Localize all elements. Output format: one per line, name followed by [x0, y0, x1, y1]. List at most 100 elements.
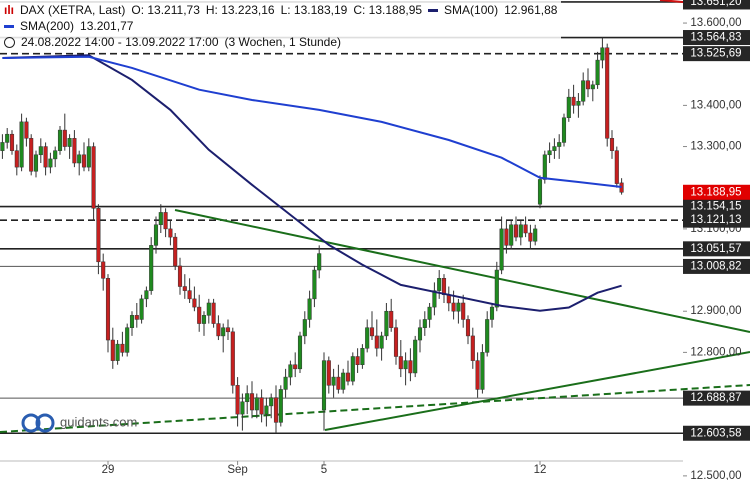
candle-body: [585, 80, 591, 90]
candle-body: [470, 335, 475, 361]
candle-body: [230, 331, 235, 386]
candle-body: [475, 360, 480, 390]
legend-swatch: [428, 8, 439, 12]
legend-swatch: [4, 24, 14, 28]
candle-body: [14, 150, 19, 168]
logo: guidants.com: [21, 413, 137, 433]
candle-body: [461, 302, 466, 320]
candle-body: [211, 302, 216, 324]
candle-body: [105, 278, 111, 341]
candle-body: [360, 348, 365, 365]
candle-body: [432, 290, 437, 308]
legend-value: 13.201,77: [80, 19, 134, 33]
candle-body: [33, 154, 39, 172]
candle-body: [235, 385, 240, 415]
level-label: 13.154,15: [690, 201, 741, 213]
y-tick-label: 13.600,00: [690, 17, 741, 29]
candle-body: [331, 376, 336, 386]
trend-line: [0, 384, 750, 433]
level-label-box: [683, 258, 750, 274]
candle-body: [571, 96, 576, 106]
candle-body: [326, 360, 331, 386]
legend-row: ılı DAX (XETRA, Last) O: 13.211,73 H: 13…: [4, 2, 557, 18]
sma-line: [2, 55, 622, 188]
candle-body: [528, 232, 533, 242]
level-label-box: [683, 46, 750, 62]
candle-body: [110, 339, 115, 361]
candle-body: [81, 154, 87, 168]
candle-body: [254, 397, 259, 411]
candle-body: [557, 142, 562, 147]
candle-body: [201, 315, 207, 324]
candle-body: [96, 208, 101, 263]
candle-body: [77, 154, 82, 164]
level-label: 12.603,58: [690, 427, 741, 439]
ohlc: C: 13.188,95: [353, 3, 423, 17]
candle-body: [302, 319, 307, 337]
period-note: (3 Wochen, 1 Stunde): [224, 35, 342, 49]
candle-body: [38, 146, 43, 156]
sma-line: [2, 54, 622, 312]
candle-body: [345, 372, 351, 382]
candle-body: [499, 228, 504, 271]
level-label: 13.121,13: [690, 214, 741, 226]
level-label: 13.008,82: [690, 260, 741, 272]
candle-body: [163, 212, 168, 230]
trend-line: [174, 209, 750, 333]
level-label-box: [683, 390, 750, 406]
candle-body: [278, 389, 283, 423]
candle-body: [485, 319, 490, 353]
candle-body: [561, 117, 567, 143]
candle-body: [134, 315, 139, 320]
level-label-box: [683, 199, 750, 215]
candle-body: [518, 224, 523, 238]
candle-body: [489, 306, 495, 320]
candle-body: [259, 397, 264, 415]
candle-body: [72, 138, 77, 164]
level-label-box: [683, 30, 750, 46]
logo-icon: [35, 413, 55, 433]
level-label: 12.688,87: [690, 392, 741, 404]
candle-body: [216, 323, 221, 337]
candle-body: [149, 245, 154, 291]
candle-body: [389, 310, 394, 328]
candle-body: [197, 306, 202, 324]
y-tick-label: 12.900,00: [690, 305, 741, 317]
legend-row: SMA(200) 13.201,77: [4, 18, 557, 34]
candle-body: [533, 228, 538, 242]
x-tick-label: 5: [321, 464, 327, 476]
trend-line: [324, 351, 750, 431]
candle-body: [129, 315, 135, 328]
candle-body: [605, 47, 610, 139]
y-tick-label: 12.800,00: [690, 346, 741, 358]
candle-body: [43, 146, 48, 168]
ohlc: H: 13.223,16: [205, 3, 275, 17]
candle-body: [542, 154, 547, 180]
level-label-box: [683, 241, 750, 257]
candle-body: [437, 278, 442, 291]
level-label-box: [683, 212, 750, 228]
candle-body: [417, 327, 423, 341]
y-tick-label: 13.300,00: [690, 141, 741, 153]
y-tick-label: 12.500,00: [690, 470, 741, 480]
candle-body: [307, 298, 312, 320]
candle-body: [537, 179, 543, 205]
candle-body: [288, 364, 293, 378]
period: 24.08.2022 14:00 - 13.09.2022 17:00: [21, 35, 219, 49]
candle-body: [374, 335, 379, 349]
candle-body: [509, 224, 514, 246]
candle-body: [57, 129, 63, 151]
level-label: 13.564,83: [690, 32, 741, 44]
ohlc: L: 13.183,19: [280, 3, 348, 17]
candle-body: [403, 360, 408, 370]
trend-lines: [0, 0, 750, 433]
candle-body: [187, 290, 192, 300]
candle-body: [552, 146, 557, 151]
y-tick-label: 13.400,00: [690, 99, 741, 111]
candle-body: [379, 335, 384, 349]
ohlc: O: 13.211,73: [131, 3, 200, 17]
candle-body: [566, 96, 571, 118]
candle-body: [504, 228, 509, 246]
